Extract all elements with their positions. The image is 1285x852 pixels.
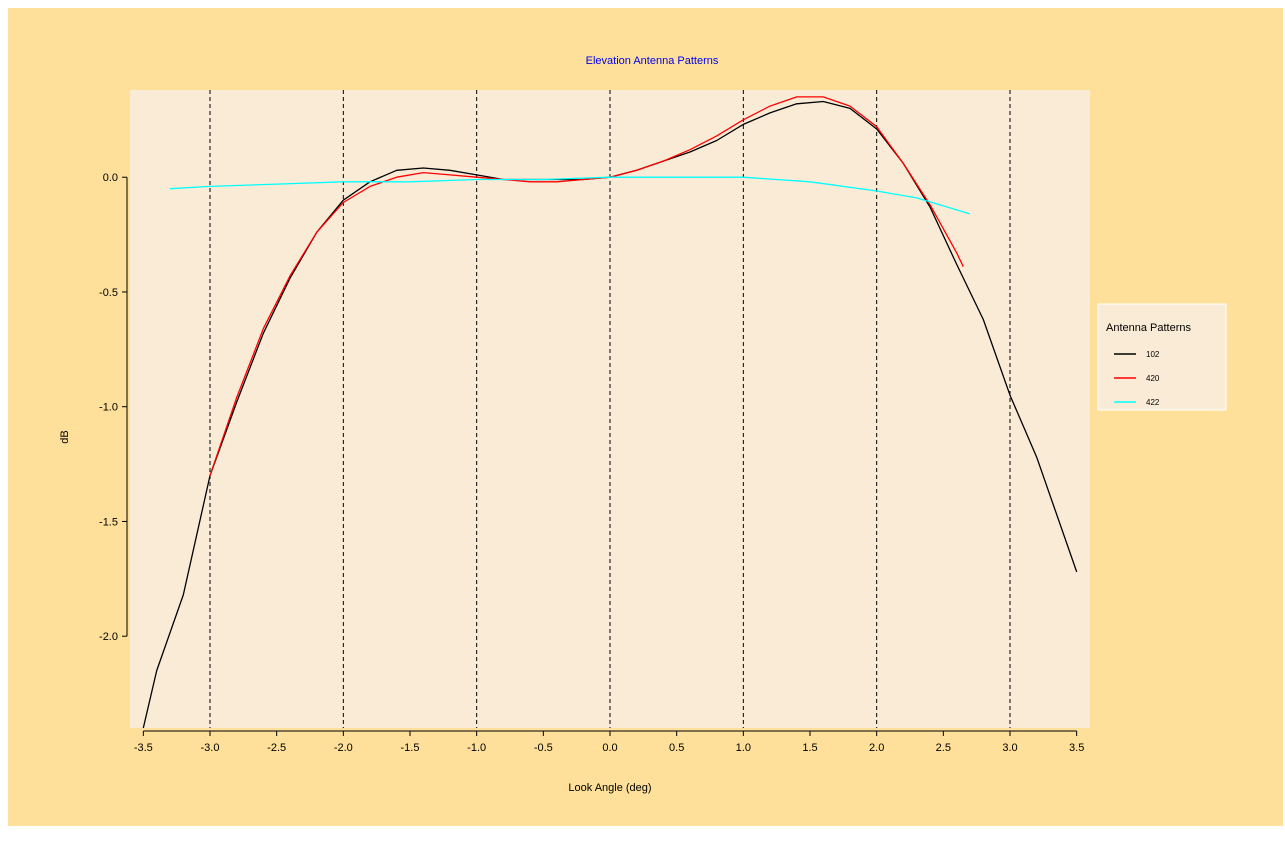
y-tick-label: -0.5 xyxy=(99,287,118,299)
legend-box xyxy=(1097,303,1227,411)
axes: -3.5 -3.0 -2.5 -2.0 -1.5 -1.0 -0.5 0.0 0.5 1.0 1.5… xyxy=(99,172,1084,754)
chart-title: Elevation Antenna Patterns xyxy=(586,55,719,67)
grid-lines xyxy=(209,90,1011,728)
y-tick-label: -1.0 xyxy=(99,402,118,414)
y-tick-label: -1.5 xyxy=(99,516,118,528)
x-tick-label: -3.5 xyxy=(134,742,153,754)
series-line-420 xyxy=(209,96,964,476)
x-tick-label: 3.5 xyxy=(1069,742,1084,754)
x-tick-label: 0.0 xyxy=(602,742,617,754)
elevation-chart: Elevation Antenna Patterns -3.5 -3.0 -2.5-… xyxy=(59,55,1227,794)
legend: Antenna Patterns 102 420 422 xyxy=(1097,303,1227,411)
x-tick-label: -3.0 xyxy=(201,742,220,754)
x-tick-label: -2.0 xyxy=(334,742,353,754)
legend-label: 102 xyxy=(1146,350,1160,359)
x-tick-label: 2.5 xyxy=(936,742,951,754)
series-lines xyxy=(142,96,1078,728)
x-tick-label: 0.5 xyxy=(669,742,684,754)
x-tick-label: -1.5 xyxy=(401,742,420,754)
x-tick-label: -2.5 xyxy=(267,742,286,754)
y-axis-label: dB xyxy=(59,430,71,443)
x-tick-label: 3.0 xyxy=(1002,742,1017,754)
y-tick-label: 0.0 xyxy=(103,172,118,184)
x-tick-label: -1.0 xyxy=(467,742,486,754)
legend-label: 422 xyxy=(1146,398,1160,407)
y-tick-label: -2.0 xyxy=(99,631,118,643)
legend-items: 102 420 422 xyxy=(1114,350,1160,407)
series-line-422 xyxy=(169,176,971,215)
x-tick-label: 1.0 xyxy=(736,742,751,754)
x-tick-label: -0.5 xyxy=(534,742,553,754)
x-axis-label: Look Angle (deg) xyxy=(568,782,651,794)
x-tick-label: 1.5 xyxy=(802,742,817,754)
legend-title: Antenna Patterns xyxy=(1106,322,1192,334)
chart-frame: Elevation Antenna Patterns -3.5 -3.0 -2.5-… xyxy=(8,8,1283,826)
x-tick-label: 2.0 xyxy=(869,742,884,754)
legend-label: 420 xyxy=(1146,374,1160,383)
